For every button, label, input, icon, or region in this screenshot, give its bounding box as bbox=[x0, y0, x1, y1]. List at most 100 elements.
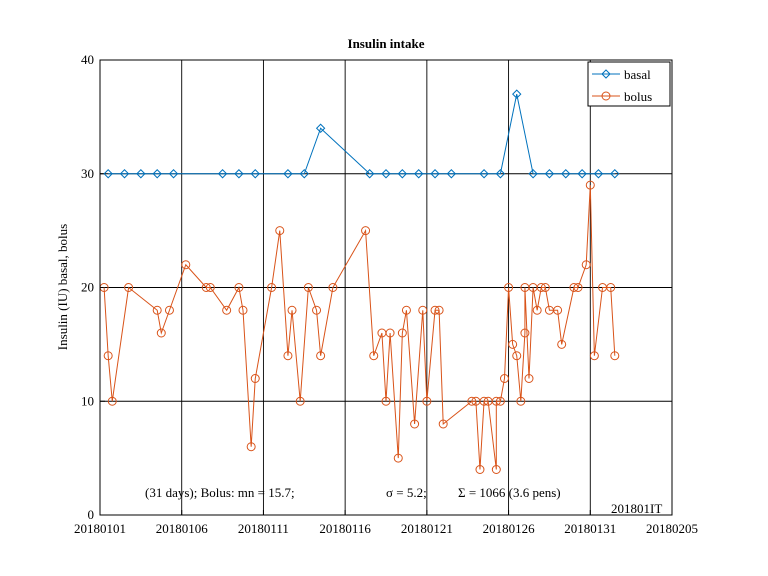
data-point-bolus bbox=[532, 305, 542, 315]
x-tick-label: 20180205 bbox=[646, 521, 698, 536]
data-point-basal bbox=[610, 169, 620, 179]
data-point-bolus bbox=[410, 419, 420, 429]
data-point-basal bbox=[119, 169, 130, 179]
data-point-bolus bbox=[610, 351, 620, 361]
data-point-bolus bbox=[491, 465, 501, 474]
x-tick-label: 20180121 bbox=[401, 521, 453, 536]
y-tick-label: 20 bbox=[81, 280, 94, 295]
legend-label-bolus: bolus bbox=[624, 89, 652, 104]
data-point-bolus bbox=[536, 283, 546, 292]
series-bolus bbox=[99, 180, 620, 474]
data-point-bolus bbox=[234, 283, 244, 292]
data-point-basal bbox=[413, 169, 424, 179]
data-point-basal bbox=[250, 169, 260, 179]
data-point-bolus bbox=[557, 339, 567, 349]
data-point-bolus bbox=[589, 351, 599, 361]
data-point-bolus bbox=[303, 283, 313, 292]
data-point-bolus bbox=[164, 305, 174, 315]
data-point-bolus bbox=[569, 283, 579, 292]
data-point-bolus bbox=[475, 465, 485, 474]
data-point-bolus bbox=[295, 396, 305, 406]
data-point-basal bbox=[430, 169, 440, 179]
data-point-basal bbox=[152, 169, 162, 179]
data-point-bolus bbox=[438, 419, 448, 429]
legend-label-basal: basal bbox=[624, 67, 651, 82]
data-point-bolus bbox=[508, 339, 518, 349]
annotation-summary-sigma: σ = 5.2; bbox=[386, 485, 427, 500]
data-point-bolus bbox=[107, 396, 117, 406]
data-point-bolus bbox=[385, 328, 395, 338]
data-point-bolus bbox=[283, 351, 293, 361]
data-point-basal bbox=[364, 169, 375, 179]
data-point-basal bbox=[283, 169, 293, 179]
data-point-bolus bbox=[124, 283, 134, 292]
x-tick-label: 20180116 bbox=[319, 521, 371, 536]
data-point-bolus bbox=[467, 396, 477, 406]
data-point-basal bbox=[397, 169, 408, 179]
x-tick-label: 20180131 bbox=[564, 521, 616, 536]
data-point-basal bbox=[577, 169, 587, 179]
data-point-basal bbox=[593, 169, 604, 179]
y-tick-label: 40 bbox=[81, 52, 94, 67]
data-point-bolus bbox=[581, 260, 591, 270]
data-point-bolus bbox=[418, 305, 428, 315]
data-point-basal bbox=[544, 169, 555, 179]
data-point-basal bbox=[381, 169, 391, 179]
data-point-bolus bbox=[205, 283, 215, 292]
data-point-bolus bbox=[499, 374, 509, 383]
data-point-bolus bbox=[479, 396, 489, 406]
data-point-bolus bbox=[275, 226, 285, 236]
legend: basal bolus bbox=[587, 61, 671, 107]
data-point-basal bbox=[299, 169, 309, 179]
data-point-bolus bbox=[369, 351, 379, 361]
series-line-basal bbox=[108, 94, 615, 175]
data-point-bolus bbox=[312, 305, 322, 315]
data-point-bolus bbox=[103, 351, 113, 361]
data-point-bolus bbox=[434, 305, 444, 315]
data-point-basal bbox=[315, 123, 326, 133]
data-point-bolus bbox=[246, 442, 256, 452]
data-point-bolus bbox=[393, 453, 403, 463]
series-layer bbox=[99, 89, 620, 474]
data-point-bolus bbox=[520, 328, 530, 338]
data-point-bolus bbox=[573, 283, 583, 292]
data-point-basal bbox=[512, 89, 522, 99]
data-point-bolus bbox=[201, 283, 211, 292]
data-point-basal bbox=[217, 169, 228, 179]
data-point-bolus bbox=[381, 396, 391, 406]
data-point-bolus bbox=[516, 396, 526, 406]
data-point-bolus bbox=[495, 396, 505, 406]
x-tick-label: 20180106 bbox=[156, 521, 209, 536]
data-point-bolus bbox=[316, 351, 326, 361]
series-basal bbox=[103, 89, 620, 179]
data-point-bolus bbox=[287, 305, 297, 315]
data-point-basal bbox=[561, 169, 571, 179]
data-point-bolus bbox=[553, 305, 563, 315]
data-point-bolus bbox=[606, 283, 616, 292]
data-point-bolus bbox=[238, 305, 248, 315]
data-point-bolus bbox=[361, 226, 371, 236]
data-point-basal bbox=[103, 169, 113, 179]
y-tick-label: 30 bbox=[81, 166, 94, 181]
data-point-basal bbox=[234, 169, 244, 179]
data-point-basal bbox=[168, 169, 179, 179]
annotation-corner-label: 201801IT bbox=[611, 501, 662, 516]
x-tick-labels: 20180101 20180106 20180111 20180116 20180121… bbox=[74, 521, 698, 536]
data-point-bolus bbox=[328, 283, 338, 292]
data-point-basal bbox=[528, 169, 538, 179]
data-point-basal bbox=[479, 169, 489, 179]
y-tick-label: 10 bbox=[81, 393, 94, 408]
chart-title: Insulin intake bbox=[348, 36, 425, 51]
series-line-bolus bbox=[103, 185, 616, 470]
y-tick-labels: 0 10 20 30 40 bbox=[81, 52, 94, 522]
data-point-bolus bbox=[156, 328, 166, 338]
x-tick-label: 20180111 bbox=[238, 521, 289, 536]
data-point-bolus bbox=[585, 180, 595, 190]
data-point-bolus bbox=[512, 351, 522, 361]
legend-marker-basal bbox=[601, 69, 611, 79]
x-tick-label: 20180126 bbox=[483, 521, 536, 536]
data-point-bolus bbox=[540, 283, 550, 292]
annotation-summary-sum: Σ = 1066 (3.6 pens) bbox=[458, 485, 561, 500]
legend-box bbox=[587, 61, 671, 107]
data-point-bolus bbox=[181, 260, 191, 270]
